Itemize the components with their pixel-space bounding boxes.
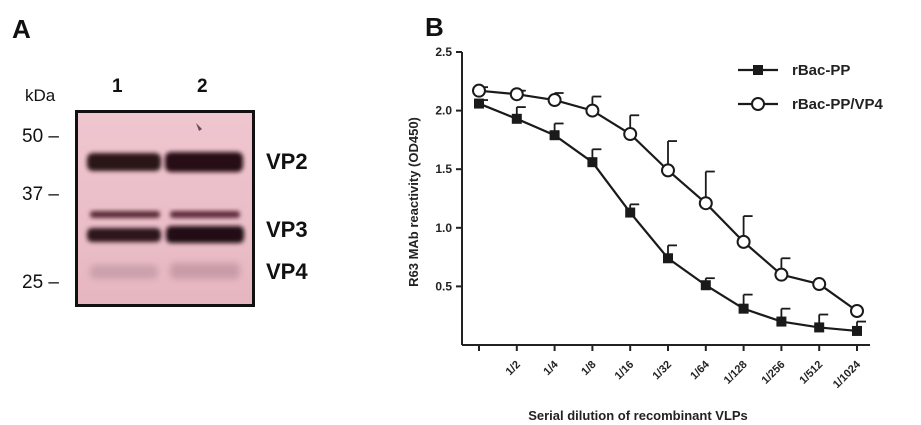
band-vp2-lane2 bbox=[165, 152, 243, 172]
data-point bbox=[472, 83, 486, 98]
data-point bbox=[661, 163, 675, 178]
band-minor-lane1 bbox=[90, 211, 160, 218]
data-point bbox=[736, 234, 751, 249]
y-tick-label: 2.0 bbox=[435, 104, 452, 118]
marker-50-kda: 50 – bbox=[22, 126, 59, 147]
data-point bbox=[774, 267, 789, 282]
marker-25-kda: 25 – bbox=[22, 272, 59, 293]
data-point bbox=[549, 130, 560, 141]
data-point bbox=[663, 253, 673, 264]
x-tick-label: 1/2 bbox=[504, 359, 523, 378]
data-point bbox=[738, 303, 749, 314]
data-point bbox=[698, 196, 713, 211]
series-2 bbox=[472, 83, 864, 319]
band-minor-lane2 bbox=[170, 211, 240, 218]
band-vp4-lane1 bbox=[90, 265, 158, 279]
panel-b-label: B bbox=[425, 12, 444, 42]
panel-a-label: A bbox=[12, 14, 31, 44]
legend-label: rBac-PP/VP4 bbox=[792, 96, 884, 113]
data-point bbox=[812, 277, 827, 292]
band-label-vp2: VP2 bbox=[266, 149, 308, 174]
data-point bbox=[623, 127, 638, 142]
lane-1-label: 1 bbox=[112, 76, 123, 97]
x-tick-label: 1/32 bbox=[650, 359, 674, 383]
blot-bands bbox=[87, 123, 244, 279]
band-vp3-lane2 bbox=[166, 226, 244, 243]
lane-2-label: 2 bbox=[197, 76, 208, 97]
y-tick-label: 1.0 bbox=[435, 221, 452, 235]
series-line bbox=[478, 89, 858, 312]
band-label-vp3: VP3 bbox=[266, 217, 308, 242]
band-label-vp4: VP4 bbox=[266, 259, 308, 284]
x-tick-label: 1/1024 bbox=[831, 358, 864, 391]
x-axis-ticks: 1/2 1/4 1/8 1/16 1/32 1/64 1/128 1/256 1/512 1/10… bbox=[478, 345, 864, 391]
legend-label: rBac-PP bbox=[792, 62, 850, 79]
data-point bbox=[700, 280, 711, 291]
data-point bbox=[585, 103, 600, 118]
series-line bbox=[478, 102, 858, 333]
data-point bbox=[814, 322, 825, 333]
x-tick-label: 1/16 bbox=[613, 359, 637, 383]
band-vp2-lane1 bbox=[87, 153, 161, 171]
data-point bbox=[474, 98, 484, 109]
chart-axes bbox=[461, 52, 870, 346]
legend-marker bbox=[753, 65, 763, 75]
x-tick-label: 1/512 bbox=[797, 359, 825, 387]
x-tick-label: 1/64 bbox=[688, 358, 712, 382]
x-axis-label: Serial dilution of recombinant VLPs bbox=[528, 408, 748, 423]
marker-37-kda: 37 – bbox=[22, 184, 59, 205]
band-vp4-lane2 bbox=[170, 263, 240, 279]
x-tick-label: 1/4 bbox=[541, 358, 561, 378]
x-tick-label: 1/128 bbox=[722, 359, 750, 387]
band-vp3-lane1 bbox=[87, 228, 161, 242]
series-1 bbox=[474, 98, 866, 336]
western-blot-image bbox=[75, 110, 255, 307]
data-point bbox=[509, 87, 524, 102]
dilution-chart: 0.5 1.0 1.5 2.0 2.5 1/2 1/4 1/8 1/16 1/32 1/64 1/1… bbox=[406, 45, 884, 423]
x-tick-label: 1/8 bbox=[579, 359, 598, 378]
data-point bbox=[511, 113, 522, 124]
series-layer bbox=[472, 83, 866, 336]
data-point bbox=[547, 93, 562, 108]
legend-marker bbox=[751, 97, 765, 111]
blot-artifact bbox=[196, 123, 202, 131]
chart-legend: rBac-PP rBac-PP/VP4 bbox=[738, 62, 884, 113]
y-tick-label: 1.5 bbox=[435, 162, 452, 176]
y-axis-ticks: 0.5 1.0 1.5 2.0 2.5 bbox=[435, 45, 462, 293]
y-tick-label: 2.5 bbox=[435, 45, 452, 59]
data-point bbox=[625, 207, 636, 218]
data-point bbox=[850, 304, 864, 319]
data-point bbox=[776, 316, 787, 327]
y-tick-label: 0.5 bbox=[435, 279, 452, 293]
kda-label: kDa bbox=[25, 86, 56, 105]
y-axis-label: R63 MAb reactivity (OD450) bbox=[406, 117, 421, 287]
x-tick-label: 1/256 bbox=[760, 359, 788, 387]
data-point bbox=[852, 325, 862, 336]
data-point bbox=[587, 157, 598, 168]
